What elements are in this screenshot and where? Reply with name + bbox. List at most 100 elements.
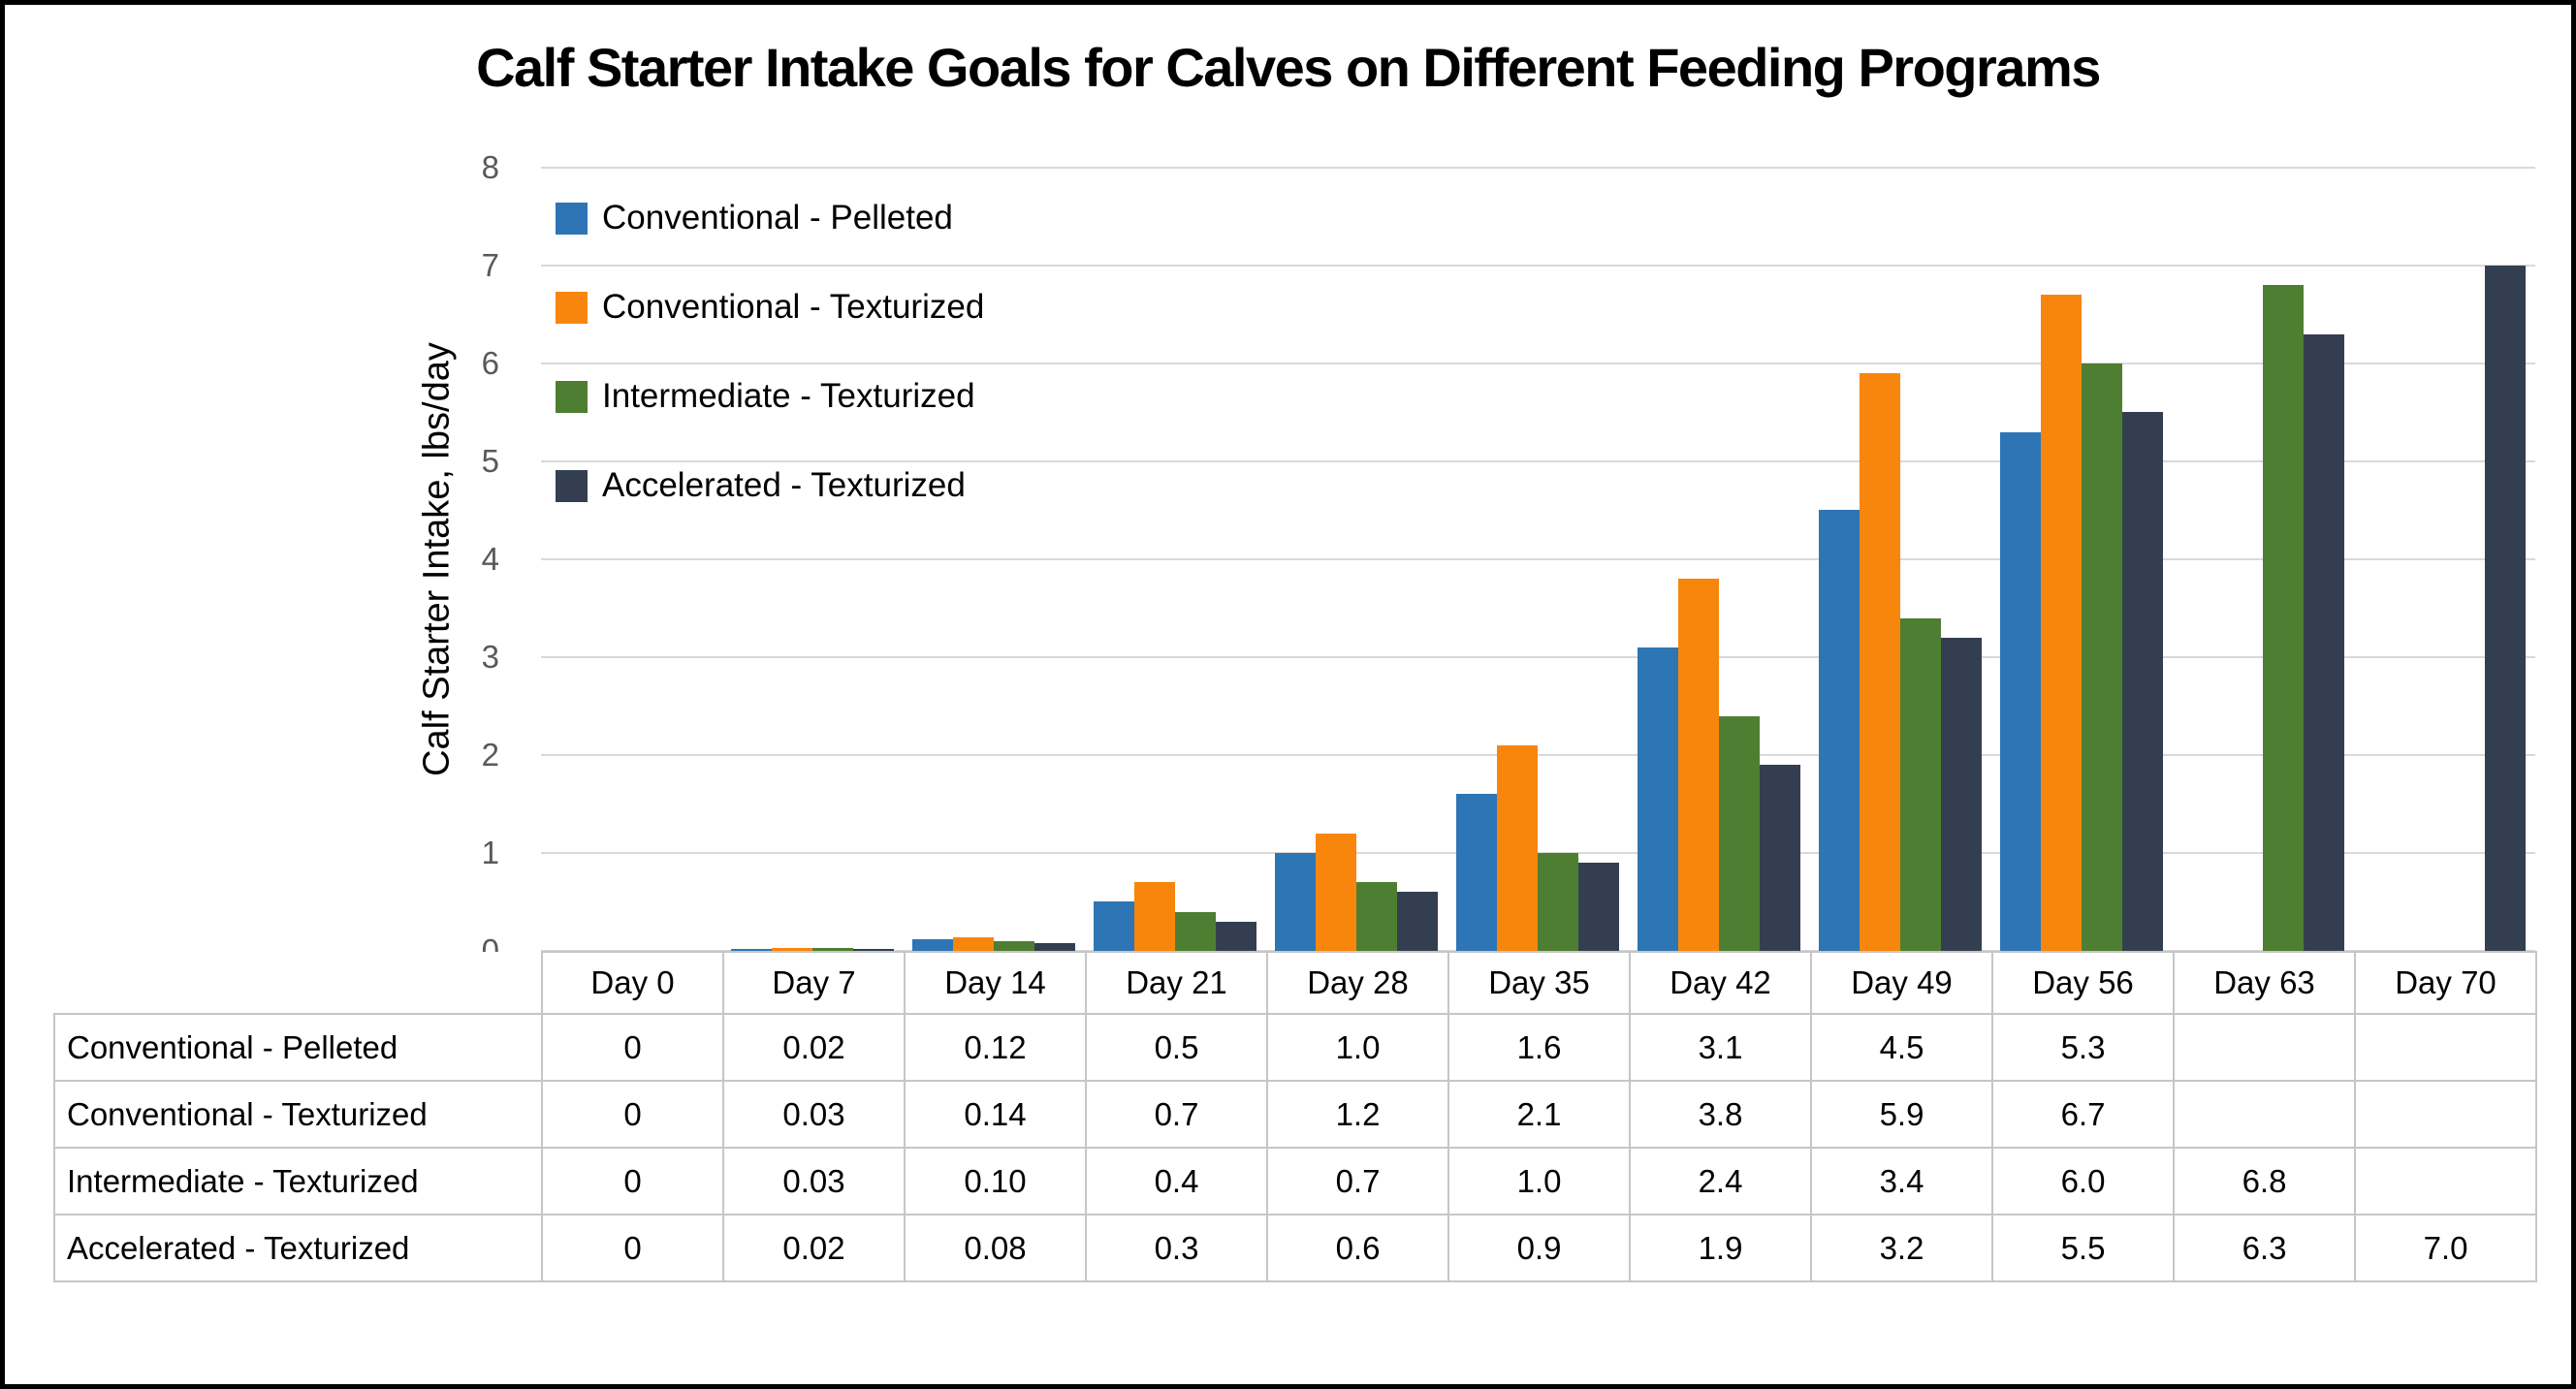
table-header-cell: Day 7 <box>722 951 906 1015</box>
table-cell: 0.7 <box>1085 1080 1268 1149</box>
gridline <box>541 656 2535 658</box>
plot-area <box>541 167 2535 952</box>
data-table-body: Day 0 Day 7 Day 14 Day 21 Day 28 Day 35 Day 42… <box>53 951 2537 1282</box>
legend: Conventional - Pelleted Conventional - Te… <box>556 199 984 504</box>
bar <box>1397 892 1438 951</box>
bar <box>731 949 772 951</box>
table-row-label: Conventional - Texturized <box>53 1080 543 1149</box>
gridline <box>541 265 2535 267</box>
bar <box>1094 901 1134 951</box>
table-cell: 1.6 <box>1447 1013 1631 1082</box>
bar <box>772 948 812 951</box>
bar <box>1678 579 1719 951</box>
table-cell: 0.5 <box>1085 1013 1268 1082</box>
gridline <box>541 167 2535 169</box>
table-cell: 0 <box>541 1013 724 1082</box>
bar <box>1538 853 1578 951</box>
y-tick-label: 6 <box>481 345 499 381</box>
bar <box>912 939 953 951</box>
table-cell <box>2173 1013 2356 1082</box>
gridline <box>541 950 2535 952</box>
table-cell: 0.3 <box>1085 1214 1268 1282</box>
table-header-cell: Day 0 <box>541 951 724 1015</box>
y-tick-label: 5 <box>481 443 499 479</box>
table-cell: 7.0 <box>2354 1214 2537 1282</box>
legend-swatch <box>556 469 588 502</box>
table-row: Intermediate - Texturized 0 0.03 0.10 0.4 0.7… <box>53 1147 2537 1215</box>
bar <box>1578 863 1619 951</box>
bar <box>2122 412 2163 951</box>
table-cell: 5.9 <box>1810 1080 1993 1149</box>
table-cell: 0.10 <box>904 1147 1087 1215</box>
legend-item: Conventional - Texturized <box>556 288 984 326</box>
bar <box>2304 334 2344 951</box>
gridline <box>541 754 2535 756</box>
y-tick-label: 1 <box>481 835 499 870</box>
bar <box>1819 510 1860 951</box>
legend-label: Conventional - Pelleted <box>602 199 953 237</box>
bar <box>1941 638 1982 951</box>
bar <box>1316 834 1356 951</box>
gridline <box>541 363 2535 364</box>
table-cell: 0 <box>541 1147 724 1215</box>
bar <box>2041 295 2082 951</box>
table-cell: 0 <box>541 1214 724 1282</box>
legend-swatch <box>556 202 588 235</box>
table-cell: 0.02 <box>722 1214 906 1282</box>
table-cell: 6.7 <box>1991 1080 2175 1149</box>
table-row: Accelerated - Texturized 0 0.02 0.08 0.3 0.6 0… <box>53 1214 2537 1282</box>
table-cell: 6.0 <box>1991 1147 2175 1215</box>
legend-swatch <box>556 291 588 324</box>
table-header-cell: Day 28 <box>1266 951 1449 1015</box>
table-cell <box>2173 1080 2356 1149</box>
table-cell: 5.3 <box>1991 1013 2175 1082</box>
table-header-cell: Day 63 <box>2173 951 2356 1015</box>
gridline <box>541 558 2535 560</box>
y-tick-label: 2 <box>481 737 499 773</box>
table-cell: 6.8 <box>2173 1147 2356 1215</box>
table-cell: 2.1 <box>1447 1080 1631 1149</box>
y-tick-label: 4 <box>481 541 499 577</box>
legend-swatch <box>556 380 588 413</box>
table-cell: 3.2 <box>1810 1214 1993 1282</box>
legend-label: Intermediate - Texturized <box>602 377 975 415</box>
table-cell: 6.3 <box>2173 1214 2356 1282</box>
table-cell: 0.03 <box>722 1147 906 1215</box>
y-tick-label: 3 <box>481 639 499 675</box>
table-header-row: Day 0 Day 7 Day 14 Day 21 Day 28 Day 35 Day 42… <box>54 951 2537 1015</box>
bar <box>1719 716 1760 951</box>
table-cell: 0.7 <box>1266 1147 1449 1215</box>
table-header-cell: Day 35 <box>1447 951 1631 1015</box>
y-tick-label: 8 <box>481 149 499 185</box>
chart-title: Calf Starter Intake Goals for Calves on … <box>476 37 2101 98</box>
table-row: Conventional - Texturized 0 0.03 0.14 0.7 1.2… <box>53 1080 2537 1149</box>
y-tick-label: 7 <box>481 247 499 283</box>
table-cell: 0.03 <box>722 1080 906 1149</box>
table-cell: 0.4 <box>1085 1147 1268 1215</box>
table-cell <box>2354 1080 2537 1149</box>
table-header-cell: Day 49 <box>1810 951 1993 1015</box>
bar <box>853 949 894 951</box>
bar <box>953 937 994 951</box>
table-header-cell: Day 21 <box>1085 951 1268 1015</box>
table-cell: 1.0 <box>1266 1013 1449 1082</box>
bar <box>1900 618 1941 951</box>
data-table: Day 0 Day 7 Day 14 Day 21 Day 28 Day 35 Day 42… <box>53 951 2537 1282</box>
table-header-cell: Day 70 <box>2354 951 2537 1015</box>
bar <box>2485 266 2526 951</box>
bar <box>2000 432 2041 951</box>
table-cell: 1.0 <box>1447 1147 1631 1215</box>
bar <box>1638 647 1678 951</box>
table-cell: 3.8 <box>1629 1080 1812 1149</box>
table-row-label: Conventional - Pelleted <box>53 1013 543 1082</box>
table-cell <box>2354 1147 2537 1215</box>
table-cell: 0.08 <box>904 1214 1087 1282</box>
table-cell: 0.6 <box>1266 1214 1449 1282</box>
bar <box>1456 794 1497 951</box>
bar <box>2263 285 2304 951</box>
table-row-label: Accelerated - Texturized <box>53 1214 543 1282</box>
legend-label: Accelerated - Texturized <box>602 466 966 504</box>
bar <box>1860 373 1900 951</box>
